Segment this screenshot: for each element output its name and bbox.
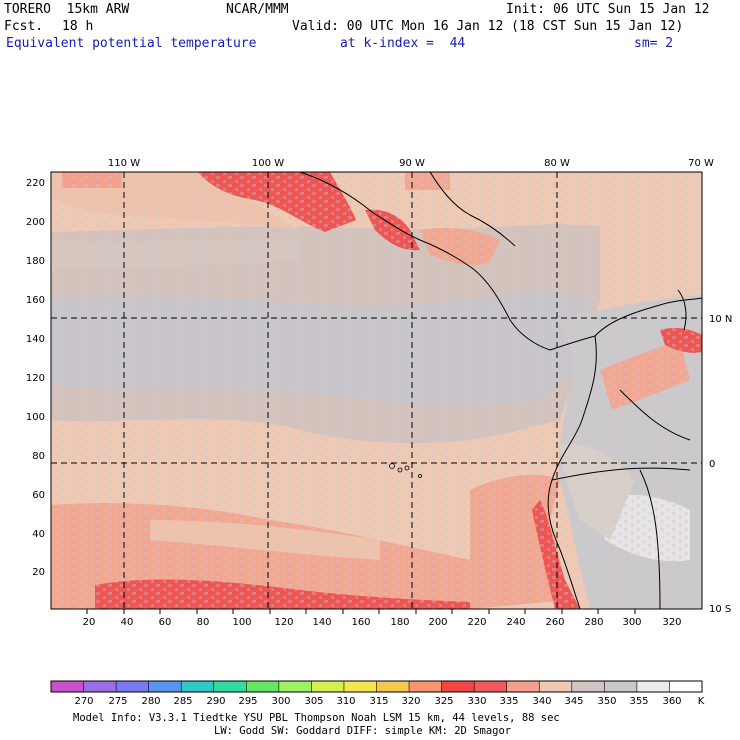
- colorbar-label: 285: [173, 696, 192, 707]
- x-tick-label: 200: [428, 617, 447, 628]
- colorbar-label: 295: [238, 696, 257, 707]
- coastlines: [299, 172, 702, 609]
- x-tick-label: 120: [274, 617, 293, 628]
- colorbar-label: 280: [141, 696, 160, 707]
- y-tick-label: 40: [32, 529, 45, 540]
- x-tick-label: 100: [232, 617, 251, 628]
- colorbar-label: 335: [499, 696, 518, 707]
- x-tick-label: 220: [467, 617, 486, 628]
- x-tick-label: 280: [584, 617, 603, 628]
- level-label: at k-index = 44: [340, 36, 466, 51]
- colorbar-swatch: [181, 681, 215, 692]
- colorbar-label: 290: [206, 696, 225, 707]
- x-tick-label: 300: [622, 617, 641, 628]
- lon-label: 110 W: [108, 158, 140, 169]
- y-tick-label: 80: [32, 451, 45, 462]
- center-label: NCAR/MMM: [226, 2, 289, 17]
- x-tick-label: 260: [545, 617, 564, 628]
- latitude-labels: 10 N 0 10 S: [709, 314, 732, 615]
- colorbar-swatch: [539, 681, 573, 692]
- lon-label: 100 W: [252, 158, 284, 169]
- x-tick-label: 80: [197, 617, 210, 628]
- physics-info: LW: Godd SW: Goddard DIFF: simple KM: 2D…: [214, 725, 511, 737]
- colorbar-label: 270: [74, 696, 93, 707]
- x-tick-label: 40: [121, 617, 134, 628]
- colorbar-swatch: [409, 681, 443, 692]
- colorbar-label: 320: [401, 696, 420, 707]
- y-tick-label: 60: [32, 490, 45, 501]
- x-tick-label: 60: [159, 617, 172, 628]
- colorbar-labels: 270 275 280 285 290 295 300 305 310 315 …: [74, 696, 704, 707]
- colorbar-label: 300: [271, 696, 290, 707]
- colorbar-swatch: [474, 681, 508, 692]
- lat-label: 0: [709, 459, 715, 470]
- x-axis-labels: 20 40 60 80 100 120 140 160 180 200 220 …: [83, 617, 682, 628]
- colorbar-label: 275: [108, 696, 127, 707]
- colorbar-swatch: [51, 681, 85, 692]
- colorbar-label: 305: [304, 696, 323, 707]
- colorbar-swatch: [376, 681, 410, 692]
- colorbar-swatch: [506, 681, 540, 692]
- x-tick-label: 320: [662, 617, 681, 628]
- colorbar-swatch: [571, 681, 605, 692]
- colorbar-label: 355: [629, 696, 648, 707]
- y-tick-label: 180: [26, 256, 45, 267]
- y-axis-labels: 20 40 60 80 100 120 140 160 180 200 220: [26, 178, 45, 578]
- lon-label: 90 W: [399, 158, 425, 169]
- colorbar-swatch: [311, 681, 345, 692]
- init-time: Init: 06 UTC Sun 15 Jan 12: [506, 2, 710, 17]
- colorbar-swatch: [669, 681, 703, 692]
- colorbar-label: 315: [369, 696, 388, 707]
- y-tick-label: 140: [26, 334, 45, 345]
- y-tick-label: 220: [26, 178, 45, 189]
- graticule: [51, 172, 702, 609]
- colorbar-swatch: [213, 681, 247, 692]
- colorbar-label: 350: [597, 696, 616, 707]
- x-tick-label: 180: [390, 617, 409, 628]
- colorbar-swatch: [278, 681, 312, 692]
- y-tick-label: 160: [26, 295, 45, 306]
- colorbar-swatch: [83, 681, 117, 692]
- colorbar-swatch: [246, 681, 280, 692]
- x-tick-label: 140: [312, 617, 331, 628]
- lon-label: 80 W: [544, 158, 570, 169]
- colorbar-label: 325: [434, 696, 453, 707]
- colorbar-swatch: [441, 681, 475, 692]
- model-title: TORERO 15km ARW: [4, 2, 130, 17]
- colorbar-label: 340: [532, 696, 551, 707]
- y-tick-label: 20: [32, 567, 45, 578]
- forecast-hours: 18 h: [62, 19, 94, 34]
- colorbar: [50, 680, 703, 693]
- x-tick-label: 160: [351, 617, 370, 628]
- colorbar-label: 345: [564, 696, 583, 707]
- y-tick-label: 200: [26, 217, 45, 228]
- colorbar-swatch: [148, 681, 182, 692]
- lon-label: 70 W: [688, 158, 714, 169]
- colorbar-swatch: [636, 681, 670, 692]
- equivalent-potential-temperature-field: [51, 172, 702, 609]
- map-frame: [50, 171, 703, 610]
- y-tick-label: 120: [26, 373, 45, 384]
- y-tick-label: 100: [26, 412, 45, 423]
- forecast-label: Fcst.: [4, 19, 44, 34]
- colorbar-label: 310: [336, 696, 355, 707]
- longitude-labels: 110 W 100 W 90 W 80 W 70 W: [108, 158, 714, 169]
- colorbar-swatch: [343, 681, 377, 692]
- colorbar-unit: K: [698, 696, 705, 707]
- field-texture: [51, 172, 702, 609]
- colorbar-label: 360: [662, 696, 681, 707]
- x-axis-ticks: [86, 609, 636, 614]
- lat-label: 10 N: [709, 314, 732, 325]
- colorbar-swatch: [116, 681, 150, 692]
- x-tick-label: 240: [506, 617, 525, 628]
- lat-label: 10 S: [709, 604, 731, 615]
- colorbar-swatch: [604, 681, 638, 692]
- smoothing-label: sm= 2: [634, 36, 674, 51]
- model-info: Model Info: V3.3.1 Tiedtke YSU PBL Thomp…: [73, 712, 560, 724]
- field-title: Equivalent potential temperature: [6, 36, 257, 51]
- valid-time: Valid: 00 UTC Mon 16 Jan 12 (18 CST Sun …: [292, 19, 684, 34]
- colorbar-label: 330: [467, 696, 486, 707]
- x-tick-label: 20: [83, 617, 96, 628]
